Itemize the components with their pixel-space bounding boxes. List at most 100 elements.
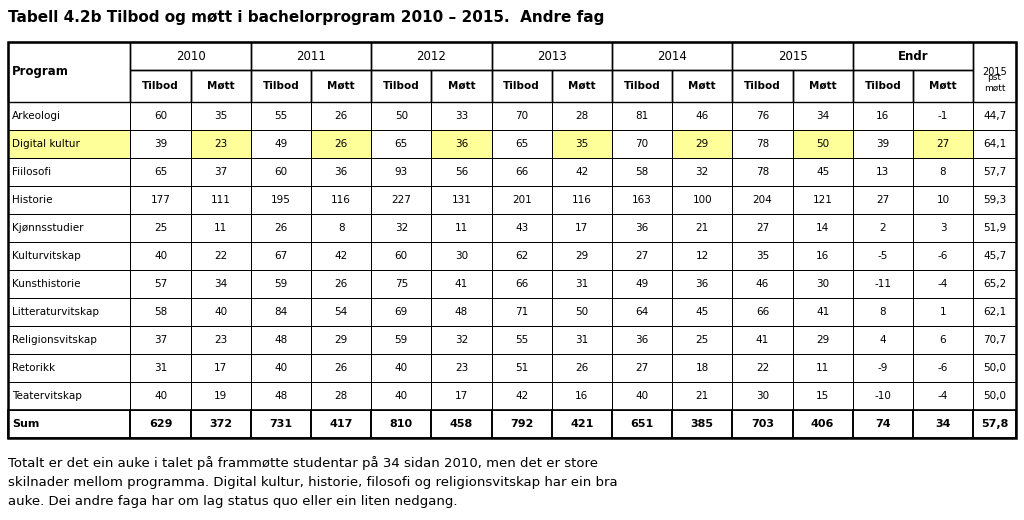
Bar (853, 270, 913, 298)
Text: 30: 30 (455, 251, 468, 261)
Text: 44,7: 44,7 (983, 111, 1007, 121)
Bar (552, 326, 612, 354)
Bar (8, 42, 1016, 438)
Bar (793, 102, 853, 130)
Text: 41: 41 (455, 279, 468, 289)
Bar (793, 298, 853, 326)
Text: Møtt: Møtt (328, 81, 355, 91)
Bar (251, 410, 311, 438)
Text: 1: 1 (940, 307, 946, 317)
Bar (913, 214, 973, 242)
Text: 2015: 2015 (777, 49, 808, 62)
Text: 76: 76 (756, 111, 769, 121)
Text: 23: 23 (214, 139, 227, 149)
Text: 65: 65 (154, 167, 167, 177)
Text: 57: 57 (154, 279, 167, 289)
Text: Tilbod: Tilbod (624, 81, 660, 91)
Text: 372: 372 (209, 419, 232, 429)
Text: 27: 27 (936, 139, 949, 149)
Text: 49: 49 (274, 139, 288, 149)
Bar (492, 270, 552, 298)
Bar (190, 70, 251, 102)
Bar (492, 298, 552, 326)
Bar (793, 270, 853, 298)
Text: 40: 40 (214, 307, 227, 317)
Text: 51,9: 51,9 (983, 223, 1007, 233)
Bar (853, 158, 913, 186)
Bar (8, 298, 130, 326)
Text: 731: 731 (269, 419, 293, 429)
Bar (612, 326, 672, 354)
Bar (130, 326, 190, 354)
Bar (732, 298, 793, 326)
Bar (130, 298, 190, 326)
Text: Kunsthistorie: Kunsthistorie (12, 279, 81, 289)
Text: 35: 35 (214, 111, 227, 121)
Text: 21: 21 (695, 223, 709, 233)
Text: Endr: Endr (898, 49, 929, 62)
Text: 31: 31 (154, 363, 167, 373)
Bar (130, 186, 190, 214)
Bar (732, 130, 793, 158)
Text: 39: 39 (877, 139, 890, 149)
Text: 46: 46 (756, 279, 769, 289)
Bar (552, 102, 612, 130)
Bar (552, 382, 612, 410)
Bar (732, 102, 793, 130)
Bar (913, 242, 973, 270)
Text: 55: 55 (274, 111, 288, 121)
Text: 57,7: 57,7 (983, 167, 1007, 177)
Text: 31: 31 (575, 279, 589, 289)
Bar (853, 242, 913, 270)
Bar (612, 270, 672, 298)
Bar (973, 158, 1016, 186)
Text: Tilbod: Tilbod (262, 81, 299, 91)
Bar (672, 130, 732, 158)
Text: 67: 67 (274, 251, 288, 261)
Bar (372, 382, 431, 410)
Text: 810: 810 (390, 419, 413, 429)
Bar (251, 214, 311, 242)
Bar (372, 214, 431, 242)
Bar (251, 70, 311, 102)
Text: 417: 417 (330, 419, 353, 429)
Text: 163: 163 (632, 195, 652, 205)
Bar (311, 214, 372, 242)
Text: 65: 65 (394, 139, 408, 149)
Text: 56: 56 (455, 167, 468, 177)
Bar (732, 186, 793, 214)
Bar (311, 298, 372, 326)
Text: Tilbod: Tilbod (142, 81, 179, 91)
Bar (372, 270, 431, 298)
Bar (913, 354, 973, 382)
Bar (973, 382, 1016, 410)
Text: 33: 33 (455, 111, 468, 121)
Text: -6: -6 (938, 363, 948, 373)
Text: 26: 26 (335, 363, 348, 373)
Text: 41: 41 (756, 335, 769, 345)
Bar (552, 186, 612, 214)
Text: 2013: 2013 (537, 49, 566, 62)
Text: 43: 43 (515, 223, 528, 233)
Bar (973, 214, 1016, 242)
Text: 8: 8 (338, 223, 344, 233)
Bar (372, 186, 431, 214)
Bar (8, 410, 130, 438)
Text: 458: 458 (450, 419, 473, 429)
Text: 39: 39 (154, 139, 167, 149)
Bar (973, 354, 1016, 382)
Bar (612, 158, 672, 186)
Text: 60: 60 (154, 111, 167, 121)
Text: 58: 58 (154, 307, 167, 317)
Text: 177: 177 (151, 195, 170, 205)
Bar (672, 298, 732, 326)
Text: 57,8: 57,8 (981, 419, 1009, 429)
Text: -4: -4 (938, 279, 948, 289)
Bar (311, 70, 372, 102)
Bar (973, 326, 1016, 354)
Bar (973, 242, 1016, 270)
Text: 45: 45 (816, 167, 829, 177)
Bar (311, 326, 372, 354)
Bar (552, 242, 612, 270)
Bar (8, 42, 130, 102)
